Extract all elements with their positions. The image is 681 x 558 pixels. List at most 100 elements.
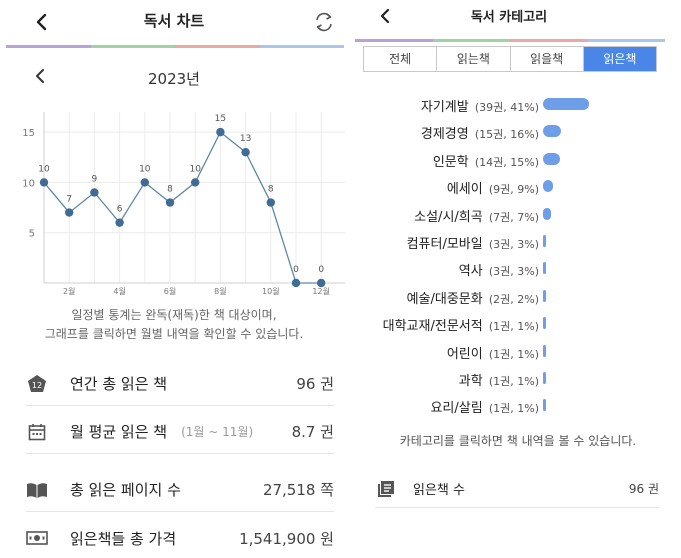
data-point	[140, 178, 149, 187]
year-label: 2023년	[148, 70, 200, 88]
category-row[interactable]: 예술/대중문화 (2권, 2%)	[355, 286, 681, 307]
data-label: 8	[167, 185, 173, 195]
category-label: 역사 (3권, 3%)	[459, 260, 539, 279]
divider-segment	[587, 39, 665, 42]
reading-category-panel: 독서 카테고리 전체 읽는책 읽을책 읽은책 자기계발 (39권, 41%) 경제…	[355, 0, 681, 558]
finished-total-row: 읽은책 수 96 권	[375, 470, 659, 508]
category-label: 어린이 (1권, 1%)	[447, 343, 539, 362]
x-tick-label: 6월	[164, 286, 176, 296]
category-count: (1권, 1%)	[488, 347, 539, 361]
tab-finished[interactable]: 읽은책	[583, 47, 656, 71]
data-point	[317, 278, 326, 288]
category-name: 에세이	[446, 182, 483, 198]
tab-to-read[interactable]: 읽을책	[511, 47, 584, 71]
stat-label: 읽은책들 총 가격	[70, 529, 177, 548]
category-bar	[543, 289, 546, 302]
category-row[interactable]: 에세이 (9권, 9%)	[355, 176, 681, 197]
color-divider	[6, 45, 344, 48]
money-icon	[26, 527, 48, 549]
open-book-icon	[26, 479, 48, 501]
stat-total-price: 읽은책들 총 가격 1,541,900 원	[26, 516, 334, 558]
category-row[interactable]: 요리/살림 (1권, 1%)	[355, 395, 681, 416]
stat-label: 연간 총 읽은 책	[70, 375, 168, 393]
category-name: 자기계발	[420, 100, 469, 115]
category-count: (3권, 3%)	[488, 265, 539, 279]
chart-note-line: 일정별 통계는 완독(재독)한 책 대상이며,	[71, 308, 277, 322]
category-name: 소설/시/희곡	[414, 209, 483, 225]
category-count: (1권, 1%)	[488, 320, 539, 334]
category-row[interactable]: 역사 (3권, 3%)	[355, 258, 681, 279]
data-point	[291, 278, 301, 288]
data-label: 0	[293, 265, 299, 275]
category-label: 자기계발 (39권, 41%)	[421, 96, 539, 115]
category-note: 카테고리를 클릭하면 책 내역을 볼 수 있습니다.	[399, 434, 637, 448]
stat-annual-total: 12 연간 총 읽은 책 96 권	[26, 362, 334, 406]
divider-segment	[175, 45, 260, 48]
data-point	[39, 178, 49, 187]
divider-segment	[6, 45, 91, 48]
stat-label: 총 읽은 페이지 수	[70, 481, 181, 499]
category-row[interactable]: 대학교재/전문서적 (1권, 1%)	[355, 313, 681, 334]
total-value: 96 권	[628, 482, 659, 496]
stat-value: 1,541,900 원	[239, 529, 334, 548]
category-label: 대학교재/전문서적 (1권, 1%)	[383, 315, 539, 334]
stat-value: 96 권	[296, 375, 334, 393]
stat-label: 월 평균 읽은 책	[70, 423, 168, 441]
data-point	[266, 198, 275, 207]
y-tick-label: 5	[29, 229, 35, 240]
category-count: (14권, 15%)	[474, 155, 539, 169]
category-bar	[543, 344, 546, 357]
category-label: 인문학 (14권, 15%)	[433, 151, 539, 170]
category-row[interactable]: 소설/시/희곡 (7권, 7%)	[355, 204, 681, 225]
data-point	[165, 198, 175, 207]
top-bar: 독서 차트	[0, 0, 348, 44]
category-name: 컴퓨터/모바일	[406, 237, 483, 252]
refresh-icon[interactable]	[310, 8, 338, 36]
monthly-line-chart[interactable]: 5 10 15 2월 4월 6월 8월 10월 12월 10 7 9 6 10 8 10 15 13 8 0 0	[0, 100, 348, 298]
category-count: (1권, 1%)	[488, 402, 539, 416]
svg-text:12: 12	[32, 381, 42, 390]
category-row[interactable]: 인문학 (14권, 15%)	[355, 149, 681, 170]
stat-range: (1월 ~ 11월)	[181, 425, 254, 439]
divider-segment	[432, 39, 510, 42]
category-row[interactable]: 경제경영 (15권, 16%)	[355, 121, 681, 143]
total-label: 읽은책 수	[413, 483, 465, 498]
category-row[interactable]: 어린이 (1권, 1%)	[355, 341, 681, 362]
category-bar	[543, 399, 546, 412]
data-label: 10	[38, 164, 50, 174]
page-title: 독서 차트	[143, 12, 205, 30]
category-name: 경제경영	[420, 127, 469, 143]
previous-year-icon[interactable]	[26, 62, 54, 90]
top-bar: 독서 카테고리	[355, 0, 681, 44]
category-count: (7권, 7%)	[488, 210, 539, 224]
category-bar	[543, 262, 546, 275]
x-tick-label: 4월	[113, 286, 125, 296]
category-name: 요리/살림	[430, 401, 483, 417]
calendar-12-icon: 12	[26, 373, 48, 395]
data-label: 9	[92, 174, 98, 184]
category-row[interactable]: 과학 (1권, 1%)	[355, 368, 681, 389]
tab-reading[interactable]: 읽는책	[437, 47, 511, 71]
category-row[interactable]: 자기계발 (39권, 41%)	[355, 94, 681, 115]
x-tick-label: 10월	[262, 286, 280, 296]
y-tick-label: 10	[22, 178, 35, 189]
page-title: 독서 카테고리	[470, 10, 548, 25]
category-row[interactable]: 컴퓨터/모바일 (3권, 3%)	[355, 231, 681, 252]
category-count: (39권, 41%)	[474, 101, 539, 114]
category-bar	[543, 372, 546, 384]
category-label: 요리/살림 (1권, 1%)	[430, 397, 539, 416]
back-arrow-icon[interactable]	[28, 8, 56, 36]
category-bar	[543, 317, 546, 330]
category-label: 에세이 (9권, 9%)	[447, 178, 539, 197]
back-arrow-icon[interactable]	[371, 2, 399, 30]
category-label: 소설/시/희곡 (7권, 7%)	[414, 206, 539, 225]
data-point	[115, 218, 124, 227]
category-name: 과학	[458, 374, 483, 389]
category-bar	[543, 235, 546, 247]
category-count: (9권, 9%)	[488, 183, 539, 197]
color-divider	[355, 39, 665, 42]
tab-all[interactable]: 전체	[364, 47, 438, 71]
stat-value: 27,518 쪽	[262, 481, 334, 499]
reading-chart-panel: 독서 차트 2023년 5 10 15 2월 4월 6월 8월 10월 12월 10 7 9 6 10 8 1…	[0, 0, 348, 558]
category-name: 예술/대중문화	[406, 291, 483, 307]
